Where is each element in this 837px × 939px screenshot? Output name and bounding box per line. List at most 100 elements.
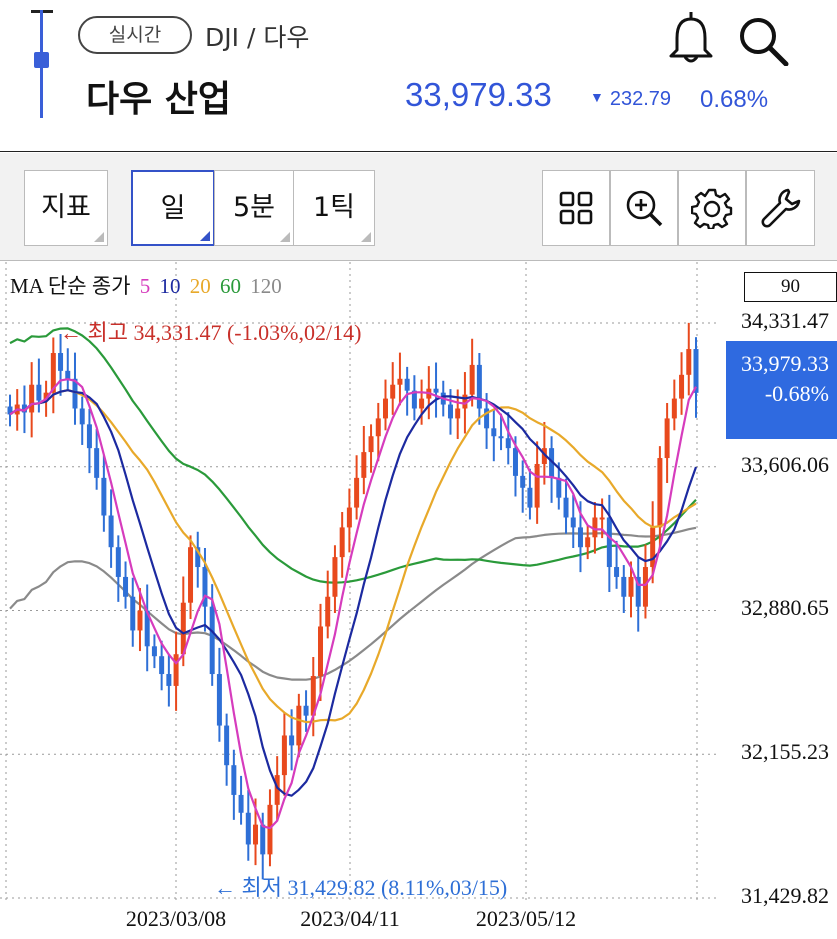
candle-body [72, 378, 78, 409]
candle-body [115, 547, 121, 577]
candle-body [216, 674, 222, 726]
period-1tick-label: 1틱 [312, 192, 356, 223]
candle-body [527, 487, 533, 508]
period-5min-button[interactable]: 5분 [214, 170, 294, 246]
candle-body [361, 452, 367, 478]
candle-body [404, 378, 410, 391]
period-count-box[interactable]: 90 [744, 272, 837, 302]
dropdown-corner-icon [94, 232, 104, 242]
current-price: 33,979.33 [405, 76, 552, 113]
candle-body [267, 804, 273, 855]
candle-body [585, 537, 591, 548]
candle-body [130, 596, 136, 631]
candle-body [686, 349, 692, 375]
period-day-label: 일 [160, 193, 186, 224]
candle-body [541, 448, 547, 464]
candle-body [274, 775, 280, 805]
candle-body [419, 398, 425, 409]
current-price-marker-change: -0.68% [764, 381, 829, 406]
candle-body [606, 517, 612, 568]
candle-body [512, 448, 518, 476]
period-1tick-button[interactable]: 1틱 [293, 170, 375, 246]
indicator-button[interactable]: 지표 [24, 170, 108, 246]
candle-body [390, 384, 396, 399]
current-price-marker-value: 33,979.33 [741, 351, 829, 376]
y-tick: 31,429.82 [741, 883, 829, 908]
candle-body [484, 408, 490, 429]
candle-body [679, 374, 685, 399]
candle-body [505, 438, 511, 449]
realtime-badge[interactable]: 실시간 [78, 16, 192, 54]
ma10-legend: 10 [159, 274, 181, 298]
gear-icon[interactable] [678, 170, 746, 246]
candle-body [520, 475, 526, 488]
candle-body [382, 398, 388, 419]
candle-body [476, 364, 482, 409]
candle-body [642, 567, 648, 607]
candle-body [534, 463, 540, 508]
chart-axes: 34,331.47 33,606.06 32,880.65 32,155.23 … [60, 308, 829, 931]
ma10-line [9, 389, 698, 797]
period-day-button[interactable]: 일 [131, 170, 215, 246]
candle-body [180, 602, 186, 655]
candle-body [614, 567, 620, 577]
candles [7, 322, 699, 880]
scroll-thumb[interactable] [34, 52, 49, 68]
zoom-in-icon[interactable] [610, 170, 678, 246]
candle-body [433, 388, 439, 393]
candle-body [592, 517, 598, 538]
grid-icon[interactable] [542, 170, 610, 246]
candle-body [79, 408, 85, 425]
candle-body [43, 392, 49, 401]
candle-body [621, 576, 627, 597]
candle-body [253, 824, 259, 845]
candle-body [318, 626, 324, 677]
candle-body [86, 424, 92, 449]
down-arrow-icon: ▼ [590, 89, 604, 105]
y-tick: 33,606.06 [741, 452, 829, 477]
candle-body [173, 654, 179, 686]
candle-body [368, 436, 374, 453]
candle-body [7, 406, 13, 415]
candle-body [498, 436, 504, 439]
candle-body [65, 370, 71, 379]
candle-body [144, 610, 150, 647]
candlestick-chart[interactable]: 34,331.47 33,606.06 32,880.65 32,155.23 … [0, 262, 837, 939]
ma5-line [9, 378, 697, 830]
ma-legend[interactable]: MA 단순 종가 5 10 20 60 120 [10, 270, 282, 300]
candle-body [195, 547, 201, 568]
chart-grid [0, 262, 720, 902]
candle-body [635, 576, 641, 607]
bell-icon[interactable] [666, 10, 716, 66]
candle-body [577, 527, 583, 548]
candle-body [657, 458, 663, 528]
ma20-line-path [9, 389, 697, 724]
dropdown-corner-icon [361, 232, 371, 242]
candle-body [570, 517, 576, 528]
candle-body [693, 349, 699, 393]
candle-body [599, 517, 605, 520]
candle-body [628, 576, 634, 597]
candle-body [325, 596, 331, 627]
search-icon[interactable] [736, 10, 789, 67]
ma5-line-path [9, 378, 697, 830]
candle-body [224, 725, 230, 766]
indicator-label: 지표 [41, 192, 91, 223]
candle-body [296, 705, 302, 746]
candle-body [664, 418, 670, 459]
candle-body [151, 646, 157, 657]
candle-body [50, 353, 56, 393]
candle-body [397, 378, 403, 385]
page-title: 다우 산업 [86, 79, 232, 120]
candle-body [29, 384, 35, 413]
candle-body [556, 477, 562, 498]
price-change-pct: 0.68% [700, 86, 769, 113]
wrench-icon[interactable] [746, 170, 815, 246]
candle-body [101, 477, 107, 516]
candle-body [209, 606, 215, 675]
chart-toolbar: 지표 일 5분 1틱 [0, 153, 837, 261]
dropdown-corner-icon [200, 231, 210, 241]
candle-body [650, 527, 656, 568]
y-tick: 34,331.47 [741, 308, 829, 333]
candle-body [411, 390, 417, 409]
